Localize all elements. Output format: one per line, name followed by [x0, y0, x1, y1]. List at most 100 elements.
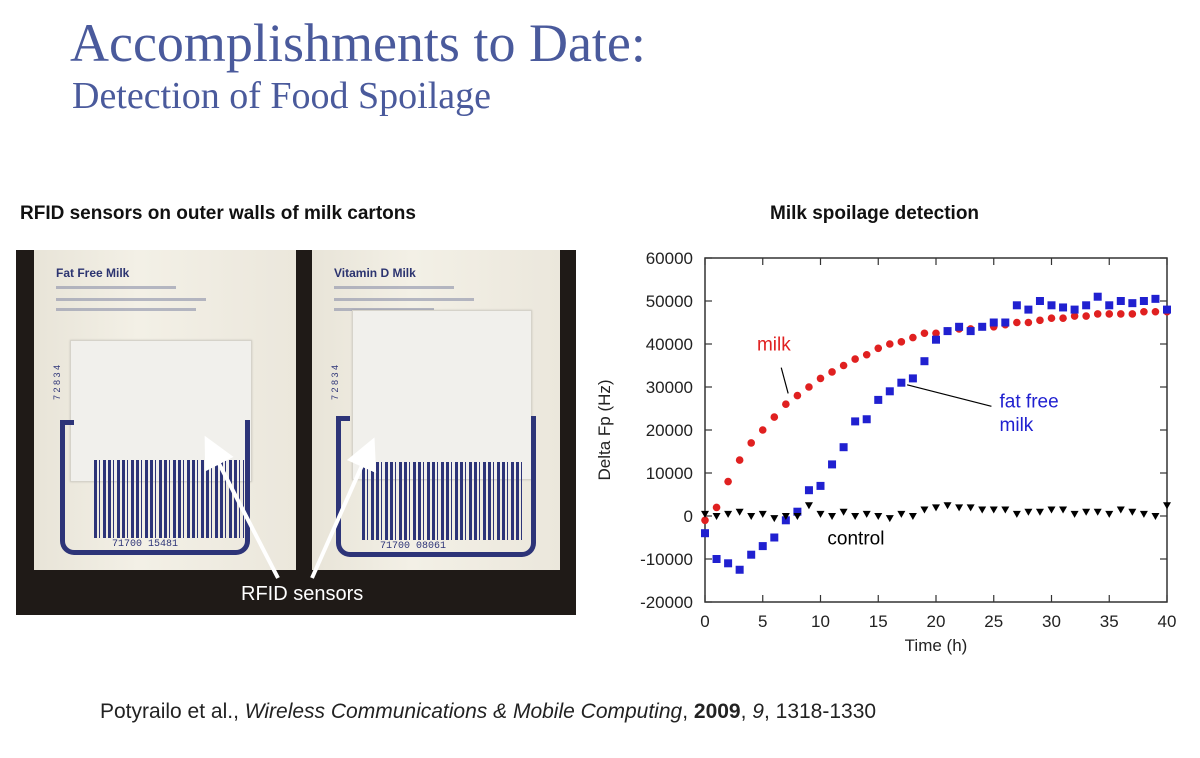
fat-free-milk-series-point — [712, 555, 721, 563]
milk-carton-photo: Fat Free Milk 71700 15481 7 2 8 3 4 Vita… — [16, 250, 576, 615]
citation-authors: Potyrailo et al., — [100, 700, 245, 723]
carton-fine-print — [56, 308, 196, 311]
y-tick-label: -10000 — [640, 550, 693, 569]
fat-free-milk-series-point — [1163, 305, 1171, 314]
control-series-point — [1093, 508, 1102, 516]
fat-free-milk-carton: Fat Free Milk 71700 15481 7 2 8 3 4 — [34, 250, 296, 570]
milk-series-point — [932, 329, 940, 338]
photo-caption: RFID sensors on outer walls of milk cart… — [20, 203, 416, 224]
carton-label-fat-free: Fat Free Milk — [56, 266, 130, 280]
fat-free-milk-series-point — [1047, 301, 1056, 310]
control-series-point — [885, 515, 894, 523]
fat-free-milk-series-point — [701, 529, 709, 538]
milk-series-point — [1024, 318, 1033, 327]
milk-series-point — [1036, 316, 1044, 325]
fat-free-milk-series-point — [932, 335, 940, 344]
y-tick-label: 60000 — [646, 249, 693, 268]
milk-series-point — [874, 344, 883, 353]
milk-series-point — [1013, 318, 1021, 327]
control-series-point — [932, 504, 940, 512]
fat-free-milk-series-point — [955, 322, 964, 331]
control-series-point — [1105, 510, 1114, 518]
y-tick-label: 10000 — [646, 464, 693, 483]
arrow-to-right-sensor — [310, 437, 377, 579]
control-series-point — [747, 513, 756, 520]
carton-fine-print — [334, 298, 474, 301]
control-annotation: control — [827, 528, 884, 549]
fat-free-milk-series-point — [874, 395, 883, 404]
control-series-point — [804, 502, 813, 510]
x-axis-label: Time (h) — [905, 636, 968, 655]
barcode-number: 71700 08061 — [380, 541, 447, 552]
fat-free-milk-series-point — [1001, 318, 1010, 327]
fat-free-milk-series-point — [1116, 297, 1125, 305]
fat-free-milk-series-point — [724, 559, 733, 568]
control-series-point — [874, 513, 883, 520]
control-series-point — [793, 513, 802, 520]
milk-series-point — [1151, 307, 1160, 316]
citation-separator: , — [682, 700, 694, 723]
milk-series-point — [805, 383, 813, 391]
citation-year: 2009 — [693, 700, 741, 723]
control-series-point — [955, 504, 964, 512]
y-tick-label: 0 — [684, 507, 693, 526]
fat-free-milk-series-point — [1070, 305, 1079, 314]
control-series-point — [712, 513, 721, 520]
milk-series-point — [886, 340, 894, 348]
barcode-number: 71700 15481 — [112, 539, 179, 550]
milk-series-point — [1059, 314, 1067, 322]
sensor-arrows — [204, 435, 377, 579]
fat-free-milk-series-point — [1035, 297, 1044, 305]
control-series-point — [966, 504, 975, 512]
citation-volume: 9 — [752, 700, 764, 723]
y-tick-label: 50000 — [646, 292, 693, 311]
label-frame — [60, 420, 250, 555]
slide-subtitle: Detection of Food Spoilage — [72, 75, 491, 117]
fat-free-milk-series-point — [1012, 301, 1021, 310]
fat-free-milk-series-point — [828, 460, 837, 469]
control-series-point — [724, 510, 733, 518]
milk-series-point — [862, 350, 871, 359]
milk-series-point — [839, 361, 848, 370]
control-series-point — [828, 513, 837, 520]
plot-frame — [704, 257, 1168, 603]
y-tick-label: 30000 — [646, 378, 693, 397]
milk-series-point — [735, 456, 744, 464]
y-tick-label: -20000 — [640, 593, 693, 612]
fat-free-milk-series-point — [862, 415, 871, 424]
control-series-point — [1059, 506, 1068, 514]
control-series-point — [1001, 506, 1010, 514]
fat-free-milk-series-point — [781, 516, 790, 525]
milk-series-point — [770, 413, 779, 421]
control-series-point — [1139, 510, 1148, 518]
control-series-point — [1070, 510, 1079, 518]
fat-free-milk-series-point — [1151, 294, 1160, 303]
slide-title: Accomplishments to Date: — [70, 13, 646, 73]
control-series-point — [1012, 510, 1021, 518]
milk-series-point — [712, 503, 721, 512]
milk-series-point — [920, 329, 929, 338]
control-series-point — [978, 506, 987, 514]
control-series-point — [908, 513, 917, 520]
milk-annotation: milk — [757, 334, 791, 355]
control-series-point — [770, 515, 779, 523]
fat-free-milk-series-point — [1105, 301, 1114, 310]
control-series-point — [897, 510, 906, 518]
milk-series-point — [701, 516, 709, 525]
control-series-point — [1024, 508, 1033, 516]
control-series-point — [1082, 508, 1091, 516]
control-series-point — [943, 502, 952, 510]
milk-series-point — [828, 368, 836, 376]
milk-series-point — [1070, 312, 1079, 320]
milk-series-point — [1093, 310, 1102, 318]
milk-series-point — [816, 374, 825, 383]
milk-series-point — [724, 477, 732, 486]
control-series-point — [851, 513, 860, 520]
fat-free-milk-series-point — [839, 443, 848, 452]
fat-free-milk-series-point — [804, 486, 813, 495]
milk-annotation-pointer — [780, 367, 789, 394]
fat-free-annotation: milk — [1000, 415, 1034, 436]
control-series-point — [1163, 502, 1171, 510]
y-tick-label: 40000 — [646, 335, 693, 354]
fat-free-milk-series-point — [1082, 301, 1091, 310]
